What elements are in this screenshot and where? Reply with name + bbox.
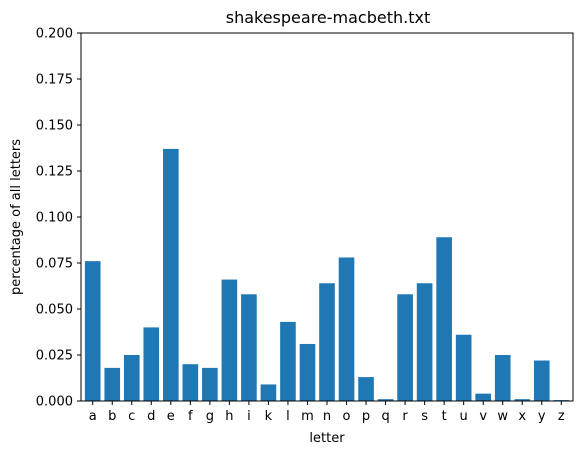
y-tick-label: 0.175 xyxy=(36,73,73,88)
x-tick-label: g xyxy=(206,409,214,424)
y-tick-label: 0.000 xyxy=(36,395,73,410)
bar-c xyxy=(123,355,140,401)
x-tick-label: p xyxy=(362,409,370,424)
y-tick-label: 0.075 xyxy=(36,257,73,272)
y-tick-label: 0.125 xyxy=(36,165,73,180)
bar-b xyxy=(104,367,121,401)
bar-f xyxy=(182,364,199,401)
bar-s xyxy=(416,283,433,401)
bar-e xyxy=(163,148,179,401)
x-tick-label: b xyxy=(108,409,116,424)
x-tick-label: h xyxy=(225,409,233,424)
y-tick-label: 0.025 xyxy=(36,349,73,364)
x-tick-label: t xyxy=(442,409,447,424)
y-tick-label: 0.100 xyxy=(36,211,73,226)
y-tick-label: 0.150 xyxy=(36,119,73,134)
x-tick-label: x xyxy=(518,409,526,424)
bar-q xyxy=(377,399,394,401)
x-tick-label: z xyxy=(558,409,565,424)
x-tick-label: f xyxy=(188,409,193,424)
x-tick-label: e xyxy=(167,409,175,424)
x-tick-label: q xyxy=(381,409,389,424)
bar-r xyxy=(397,294,413,401)
x-tick-label: s xyxy=(421,409,428,424)
bar-k xyxy=(260,384,277,401)
bar-i xyxy=(241,294,257,401)
bar-a xyxy=(84,261,101,401)
bars-group xyxy=(84,148,570,401)
chart-title: shakespeare-macbeth.txt xyxy=(226,8,431,27)
bar-u xyxy=(455,334,472,401)
x-tick-label: d xyxy=(147,409,155,424)
x-tick-label: u xyxy=(460,409,468,424)
x-tick-label: n xyxy=(323,409,331,424)
bar-y xyxy=(533,360,550,401)
bar-t xyxy=(436,237,452,401)
x-tick-label: m xyxy=(301,409,314,424)
bar-d xyxy=(143,327,160,401)
x-tick-label: c xyxy=(128,409,135,424)
bar-m xyxy=(299,343,316,401)
y-axis-ticks: 0.000 0.025 0.050 0.075 0.100 0.125 0.150 0.175… xyxy=(36,27,81,410)
y-tick-label: 0.050 xyxy=(36,303,73,318)
bar-w xyxy=(494,355,511,401)
y-axis-label: percentage of all letters xyxy=(9,139,24,295)
plot-frame xyxy=(80,32,574,402)
x-tick-label: a xyxy=(89,409,97,424)
x-tick-label: y xyxy=(538,409,546,424)
bar-x xyxy=(514,399,531,401)
x-tick-label: w xyxy=(497,409,508,424)
x-tick-label: v xyxy=(479,409,487,424)
x-tick-label: o xyxy=(343,409,351,424)
bar-l xyxy=(280,321,296,401)
bar-h xyxy=(221,279,238,401)
x-tick-label: k xyxy=(265,409,273,424)
bar-p xyxy=(358,377,374,401)
bar-g xyxy=(202,367,218,401)
bar-o xyxy=(338,257,355,401)
x-tick-label: i xyxy=(247,409,251,424)
bar-n xyxy=(319,283,335,401)
x-tick-label: l xyxy=(286,409,290,424)
x-tick-label: r xyxy=(402,409,408,424)
bar-v xyxy=(475,393,491,401)
y-tick-label: 0.200 xyxy=(36,27,73,42)
x-axis-label: letter xyxy=(309,431,345,446)
